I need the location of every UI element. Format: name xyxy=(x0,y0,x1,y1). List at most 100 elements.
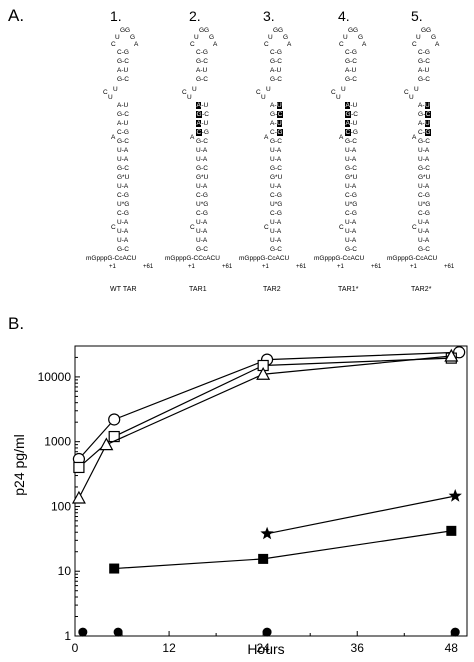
lower-stem: A-UG-CA-UC-GG-CU-AU-AG-CG*UU-AC-GU*GC-GU… xyxy=(418,102,431,253)
bulge-base: C xyxy=(190,224,195,231)
data-point xyxy=(262,627,272,637)
structure-number: 4. xyxy=(338,8,350,24)
x-tick-label: 48 xyxy=(445,641,459,655)
upper-stem: C-G G-C A-U G-C xyxy=(418,49,430,83)
loop-top: GG xyxy=(273,27,284,34)
bulge-base: A xyxy=(111,134,116,141)
loop-base: A xyxy=(134,41,139,48)
loop-base: G xyxy=(209,34,215,41)
bulge-base: C xyxy=(182,89,187,96)
structure-caption: TAR1* xyxy=(338,286,359,293)
bulge-base: U xyxy=(414,86,419,93)
structure-caption: TAR2* xyxy=(411,286,432,293)
sequence-ends: mGpppG-CcACU xyxy=(314,255,365,262)
loop-base: U xyxy=(268,34,273,41)
plot-frame xyxy=(74,345,468,637)
panel-b-label: B. xyxy=(8,314,25,333)
loop-base: A xyxy=(435,41,440,48)
bulge-base: C xyxy=(412,224,417,231)
bulge-base: U xyxy=(266,86,271,93)
data-point xyxy=(73,461,85,474)
bulge-base: C xyxy=(331,89,336,96)
series-line xyxy=(78,351,460,460)
loop-base: C xyxy=(190,41,195,48)
data-point xyxy=(448,489,462,502)
x-tick-label: 0 xyxy=(72,641,79,655)
data-point xyxy=(71,490,86,504)
upper-stem: C-G G-C A-U G-C xyxy=(270,49,282,83)
x-tick-label: 12 xyxy=(162,641,176,655)
series-circle-open xyxy=(72,346,466,466)
bulge-base: C xyxy=(339,224,344,231)
loop-base: G xyxy=(130,34,136,41)
bulge-base: U xyxy=(261,94,266,101)
bulge-base: U xyxy=(336,94,341,101)
series-line xyxy=(114,530,452,570)
data-point xyxy=(256,366,271,380)
bulge-base: A xyxy=(190,134,195,141)
position-start: +1 xyxy=(109,264,116,270)
structure-number: 3. xyxy=(263,8,275,24)
series-line xyxy=(78,355,452,499)
loop-base: U xyxy=(115,34,120,41)
bulge-base: U xyxy=(341,86,346,93)
data-point xyxy=(78,627,88,637)
bulge-base: U xyxy=(192,86,197,93)
position-end: +61 xyxy=(444,264,455,270)
upper-stem: C-G G-C A-U G-C xyxy=(117,49,129,83)
data-point xyxy=(260,526,274,540)
y-tick-label: 100 xyxy=(51,499,71,513)
structure-number: 5. xyxy=(411,8,423,24)
bulge-base: U xyxy=(187,94,192,101)
loop-base: C xyxy=(111,41,116,48)
bulge-base: A xyxy=(339,134,344,141)
loop-base: U xyxy=(343,34,348,41)
p24-chart: 1 10 100 1000 10000 0 12 24 36 48 p24 pg/ml Hours xyxy=(11,345,468,657)
lower-stem: A-UG-CA-UC-GG-CU-AU-AG-CG*UU-AC-GU*GC-GU… xyxy=(270,102,283,253)
loop-base: A xyxy=(213,41,218,48)
loop-base: A xyxy=(362,41,367,48)
loop-top: GG xyxy=(421,27,432,34)
series-square-filled xyxy=(109,525,457,574)
position-end: +61 xyxy=(371,264,382,270)
position-end: +61 xyxy=(222,264,233,270)
loop-base: G xyxy=(283,34,289,41)
structure-number: 2. xyxy=(189,8,201,24)
y-tick-label: 10 xyxy=(58,564,72,578)
position-end: +61 xyxy=(296,264,307,270)
series-star xyxy=(260,489,462,540)
bulge-base: C xyxy=(256,89,261,96)
loop-base: C xyxy=(264,41,269,48)
y-tick-label: 1000 xyxy=(44,435,71,449)
bulge-base: C xyxy=(264,224,269,231)
bulge-base: U xyxy=(409,94,414,101)
x-tick-label: 24 xyxy=(256,641,270,655)
loop-base: G xyxy=(358,34,364,41)
chart-axes: 1 10 100 1000 10000 0 12 24 36 48 xyxy=(38,345,468,655)
data-point xyxy=(444,348,459,362)
data-point xyxy=(258,553,269,564)
structure-caption: TAR2 xyxy=(263,286,281,293)
sequence-ends: mGpppG-CcACU xyxy=(387,255,438,262)
bulge-base: C xyxy=(404,89,409,96)
loop-top: GG xyxy=(120,27,131,34)
data-point xyxy=(99,437,114,451)
position-start: +1 xyxy=(262,264,269,270)
bulge-base: U xyxy=(113,86,118,93)
structure-caption: WT TAR xyxy=(110,286,137,293)
chart-series xyxy=(71,346,466,637)
x-axis-label: Hours xyxy=(247,641,284,657)
structure-number: 1. xyxy=(110,8,122,24)
loop-base: G xyxy=(431,34,437,41)
loop-base: C xyxy=(412,41,417,48)
bulge-base: U xyxy=(108,94,113,101)
y-axis-label: p24 pg/ml xyxy=(11,434,27,495)
series-line xyxy=(266,495,456,535)
position-end: +61 xyxy=(143,264,154,270)
position-start: +1 xyxy=(337,264,344,270)
series-line xyxy=(78,357,452,468)
data-point xyxy=(108,413,121,426)
position-start: +1 xyxy=(410,264,417,270)
